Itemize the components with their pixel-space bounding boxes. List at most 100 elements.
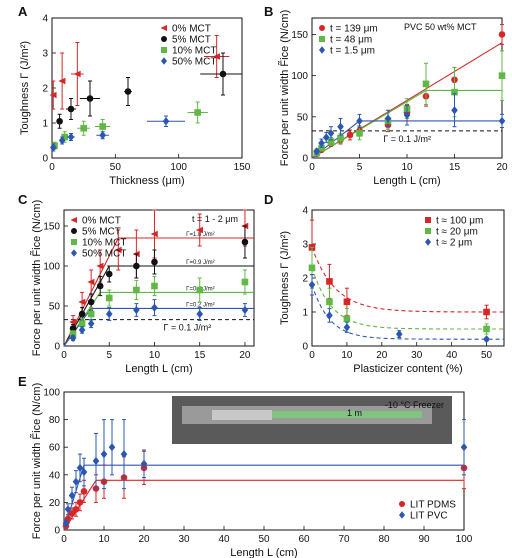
data-point [80,467,88,477]
data-point [319,36,325,42]
data-point [68,510,76,517]
x-tick-label: 30 [178,534,190,545]
data-point [422,80,430,88]
data-point [319,25,325,31]
plot-frame [63,209,255,347]
data-point [196,309,204,319]
data-point [120,450,128,459]
x-tick-label: 5 [357,162,363,173]
y-tick-label: 60 [49,443,61,454]
y-tick-label: 100 [43,388,60,399]
data-point [76,463,84,472]
legend-entry: t = 1.5 μm [330,46,375,57]
photo-ice [272,411,422,418]
data-point [71,239,77,245]
y-tick-label: 0 [302,342,308,353]
data-point [70,217,77,223]
x-axis-title: Plasticizer content (%) [353,363,462,375]
legend-entry: 0% MCT [172,24,211,35]
panel-label: B [264,4,273,19]
data-point [451,106,458,115]
data-point [326,311,333,320]
data-point [99,123,106,130]
fit-curve [311,247,504,313]
legend-entry: 50% MCT [172,57,216,68]
photo-caption: -10 °C Freezer [385,400,444,410]
data-point [425,238,431,246]
data-point [72,477,80,486]
x-tick-label: 50 [258,534,270,545]
data-point [87,278,95,286]
data-point [498,72,506,79]
x-axis-title: Length L (cm) [230,547,297,558]
y-axis-title: Force per unit width F̃ice (N/cm) [278,10,291,166]
data-point [343,315,351,323]
x-tick-label: 20 [496,162,508,173]
data-point [78,298,86,306]
data-point [71,249,77,257]
x-tick-label: 0 [61,534,67,545]
data-point [80,488,88,495]
data-point [399,511,405,519]
legend-entry: 0% MCT [82,216,121,227]
panel-b: B 0 5 10 15 20 0 50 100 150 Length L (cm) Force per… [264,4,508,187]
data-point [150,230,158,238]
x-tick-label: 15 [449,162,461,173]
panel-label: A [18,4,28,19]
panel-annotation: t = 1 - 2 μm [192,214,238,224]
data-point [114,246,122,254]
data-point [322,133,330,142]
data-point [73,70,81,78]
data-point [313,147,321,156]
y-tick-label: 80 [49,415,61,426]
x-tick-label: 90 [418,534,430,545]
data-point [212,53,220,60]
data-point [343,323,351,332]
data-point [99,131,106,140]
data-point [399,501,405,507]
y-tick-label: 50 [297,112,309,123]
data-point [425,217,431,223]
y-tick-label: 40 [49,470,61,481]
data-point [451,88,458,96]
data-point [105,294,113,302]
y-tick-label: 0 [42,154,48,165]
x-tick-label: 10 [401,162,413,173]
y-tick-label: 50 [49,302,61,313]
data-point [356,116,363,126]
data-point [92,456,100,466]
plot-frame [51,17,243,159]
panel-annotation: PVC 50 wt% MCT [404,22,477,32]
data-point [69,318,77,326]
data-point [151,282,158,290]
data-point [78,325,86,335]
panel-d: D 0 10 20 30 40 50 0 1 2 3 4 Plasticizer content (%)… [264,192,505,375]
legend-entry: 5% MCT [82,227,121,238]
data-point [105,270,113,278]
x-axis-title: Thickness (μm) [109,175,184,187]
data-point [87,319,95,328]
data-point [105,309,113,319]
x-tick-label: 10 [98,534,110,545]
y-tick-label: 0 [54,342,60,353]
data-point [498,116,506,126]
y-axis-title: Force per unit width F̃ice (N/cm) [30,383,43,539]
x-tick-label: 10 [341,350,353,361]
data-point [161,47,167,53]
y-axis-title: Toughness Γ (J/m²) [279,231,291,325]
y-tick-label: 150 [291,30,308,41]
threshold-label: Γ = 0.1 J/m² [383,134,431,144]
legend-entry: t ≈ 20 μm [436,227,478,238]
data-point [58,136,66,145]
data-point [61,133,68,141]
data-point [151,303,158,312]
legend-entry: t ≈ 2 μm [436,238,472,249]
data-point [56,117,63,125]
y-tick-label: 2 [302,274,308,285]
data-point [133,262,140,270]
data-point [384,114,392,123]
data-point [76,499,84,506]
data-point [67,132,75,142]
x-axis-title: Length L (cm) [373,175,440,187]
